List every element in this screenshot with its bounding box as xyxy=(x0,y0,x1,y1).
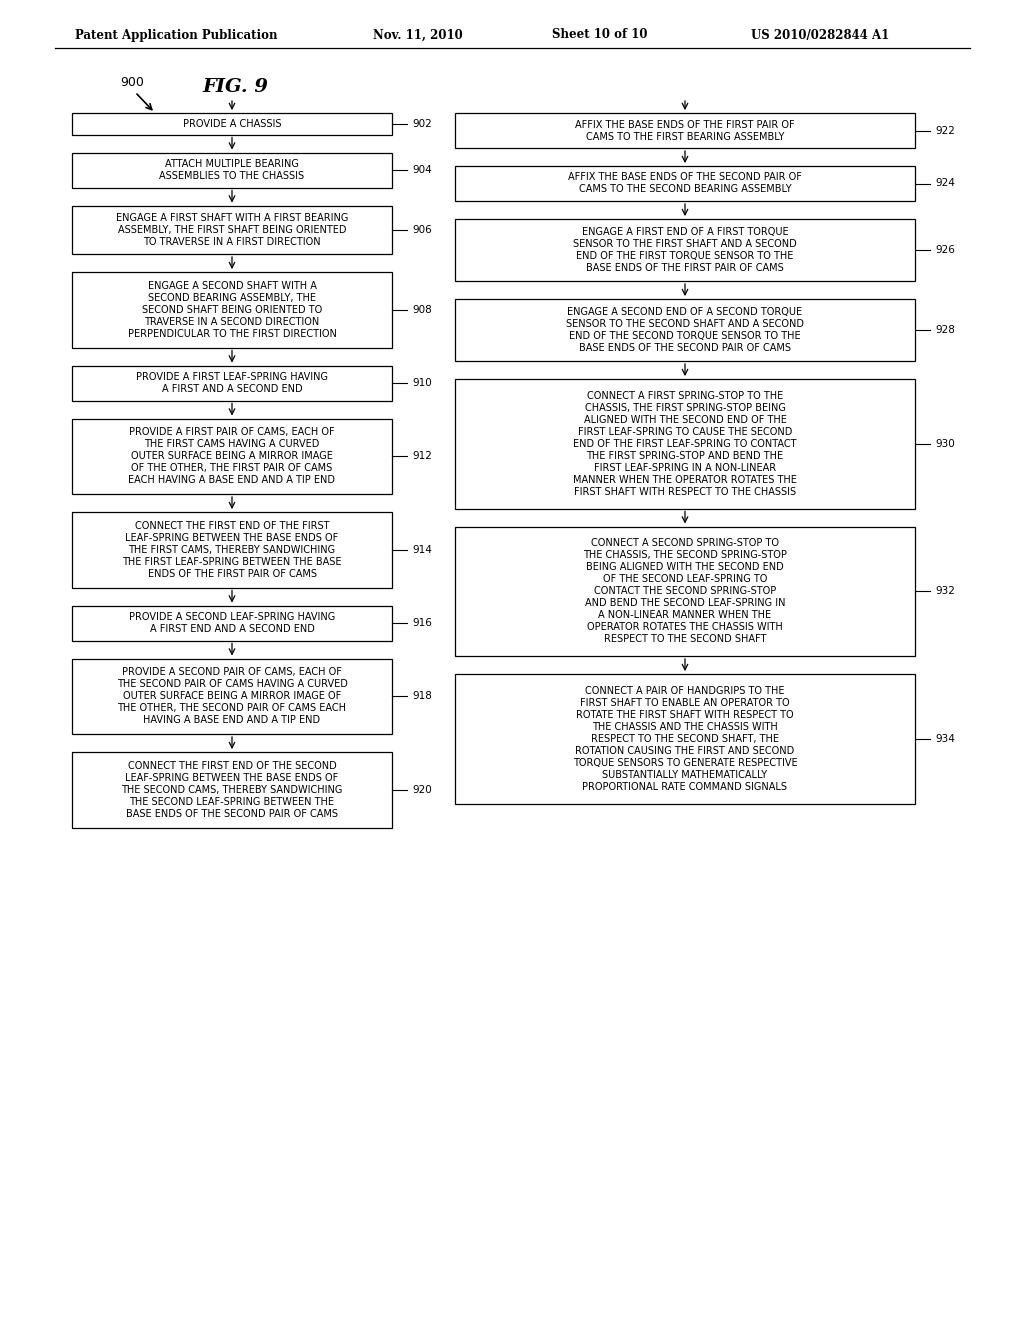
Text: CONNECT A SECOND SPRING-STOP TO
THE CHASSIS, THE SECOND SPRING-STOP
BEING ALIGNE: CONNECT A SECOND SPRING-STOP TO THE CHAS… xyxy=(583,539,786,644)
Text: AFFIX THE BASE ENDS OF THE SECOND PAIR OF
CAMS TO THE SECOND BEARING ASSEMBLY: AFFIX THE BASE ENDS OF THE SECOND PAIR O… xyxy=(568,173,802,194)
Text: FIG. 9: FIG. 9 xyxy=(202,78,268,96)
Text: 912: 912 xyxy=(412,451,432,461)
Bar xyxy=(455,675,915,804)
Text: 918: 918 xyxy=(412,692,432,701)
Bar xyxy=(455,114,915,148)
Bar xyxy=(72,206,392,253)
Bar xyxy=(455,219,915,281)
Bar xyxy=(72,512,392,587)
Text: PROVIDE A FIRST PAIR OF CAMS, EACH OF
THE FIRST CAMS HAVING A CURVED
OUTER SURFA: PROVIDE A FIRST PAIR OF CAMS, EACH OF TH… xyxy=(128,428,336,486)
Text: 910: 910 xyxy=(412,378,432,388)
Text: ENGAGE A FIRST END OF A FIRST TORQUE
SENSOR TO THE FIRST SHAFT AND A SECOND
END : ENGAGE A FIRST END OF A FIRST TORQUE SEN… xyxy=(573,227,797,273)
Text: Patent Application Publication: Patent Application Publication xyxy=(75,29,278,41)
Text: CONNECT A PAIR OF HANDGRIPS TO THE
FIRST SHAFT TO ENABLE AN OPERATOR TO
ROTATE T: CONNECT A PAIR OF HANDGRIPS TO THE FIRST… xyxy=(572,686,798,792)
Text: 920: 920 xyxy=(412,785,432,795)
Text: PROVIDE A CHASSIS: PROVIDE A CHASSIS xyxy=(182,119,282,129)
Text: CONNECT THE FIRST END OF THE SECOND
LEAF-SPRING BETWEEN THE BASE ENDS OF
THE SEC: CONNECT THE FIRST END OF THE SECOND LEAF… xyxy=(121,760,343,818)
Bar xyxy=(72,272,392,347)
Text: 908: 908 xyxy=(412,305,432,314)
Text: 900: 900 xyxy=(120,75,144,88)
Bar xyxy=(72,659,392,734)
Bar xyxy=(455,300,915,360)
Text: 902: 902 xyxy=(412,119,432,129)
Text: US 2010/0282844 A1: US 2010/0282844 A1 xyxy=(751,29,889,41)
Text: PROVIDE A FIRST LEAF-SPRING HAVING
A FIRST AND A SECOND END: PROVIDE A FIRST LEAF-SPRING HAVING A FIR… xyxy=(136,372,328,393)
Text: AFFIX THE BASE ENDS OF THE FIRST PAIR OF
CAMS TO THE FIRST BEARING ASSEMBLY: AFFIX THE BASE ENDS OF THE FIRST PAIR OF… xyxy=(575,120,795,141)
Text: 904: 904 xyxy=(412,165,432,176)
Text: Sheet 10 of 10: Sheet 10 of 10 xyxy=(552,29,648,41)
Bar xyxy=(72,153,392,187)
Text: Nov. 11, 2010: Nov. 11, 2010 xyxy=(373,29,463,41)
Text: ENGAGE A FIRST SHAFT WITH A FIRST BEARING
ASSEMBLY, THE FIRST SHAFT BEING ORIENT: ENGAGE A FIRST SHAFT WITH A FIRST BEARIN… xyxy=(116,213,348,247)
Bar xyxy=(72,752,392,828)
Bar xyxy=(455,527,915,656)
Text: 924: 924 xyxy=(935,178,954,189)
Text: PROVIDE A SECOND LEAF-SPRING HAVING
A FIRST END AND A SECOND END: PROVIDE A SECOND LEAF-SPRING HAVING A FI… xyxy=(129,612,335,634)
Bar xyxy=(72,606,392,640)
Bar xyxy=(455,379,915,508)
Text: ATTACH MULTIPLE BEARING
ASSEMBLIES TO THE CHASSIS: ATTACH MULTIPLE BEARING ASSEMBLIES TO TH… xyxy=(160,158,304,181)
Text: CONNECT A FIRST SPRING-STOP TO THE
CHASSIS, THE FIRST SPRING-STOP BEING
ALIGNED : CONNECT A FIRST SPRING-STOP TO THE CHASS… xyxy=(573,391,797,496)
Text: 914: 914 xyxy=(412,545,432,554)
Text: 926: 926 xyxy=(935,246,954,255)
Text: 916: 916 xyxy=(412,618,432,628)
Text: ENGAGE A SECOND END OF A SECOND TORQUE
SENSOR TO THE SECOND SHAFT AND A SECOND
E: ENGAGE A SECOND END OF A SECOND TORQUE S… xyxy=(566,308,804,352)
Text: 922: 922 xyxy=(935,125,954,136)
Bar xyxy=(72,418,392,494)
Text: 930: 930 xyxy=(935,438,954,449)
Text: 906: 906 xyxy=(412,224,432,235)
Bar xyxy=(72,366,392,400)
Text: 934: 934 xyxy=(935,734,954,743)
Text: PROVIDE A SECOND PAIR OF CAMS, EACH OF
THE SECOND PAIR OF CAMS HAVING A CURVED
O: PROVIDE A SECOND PAIR OF CAMS, EACH OF T… xyxy=(117,667,347,725)
Text: ENGAGE A SECOND SHAFT WITH A
SECOND BEARING ASSEMBLY, THE
SECOND SHAFT BEING ORI: ENGAGE A SECOND SHAFT WITH A SECOND BEAR… xyxy=(128,281,337,339)
Bar xyxy=(455,166,915,201)
Bar xyxy=(72,114,392,135)
Text: CONNECT THE FIRST END OF THE FIRST
LEAF-SPRING BETWEEN THE BASE ENDS OF
THE FIRS: CONNECT THE FIRST END OF THE FIRST LEAF-… xyxy=(122,521,342,578)
Text: 928: 928 xyxy=(935,325,954,335)
Text: 932: 932 xyxy=(935,586,954,597)
